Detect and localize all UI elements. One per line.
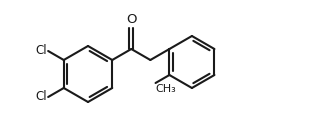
Text: Cl: Cl: [36, 91, 47, 104]
Text: CH₃: CH₃: [155, 84, 176, 94]
Text: Cl: Cl: [36, 44, 47, 58]
Text: O: O: [126, 13, 137, 26]
